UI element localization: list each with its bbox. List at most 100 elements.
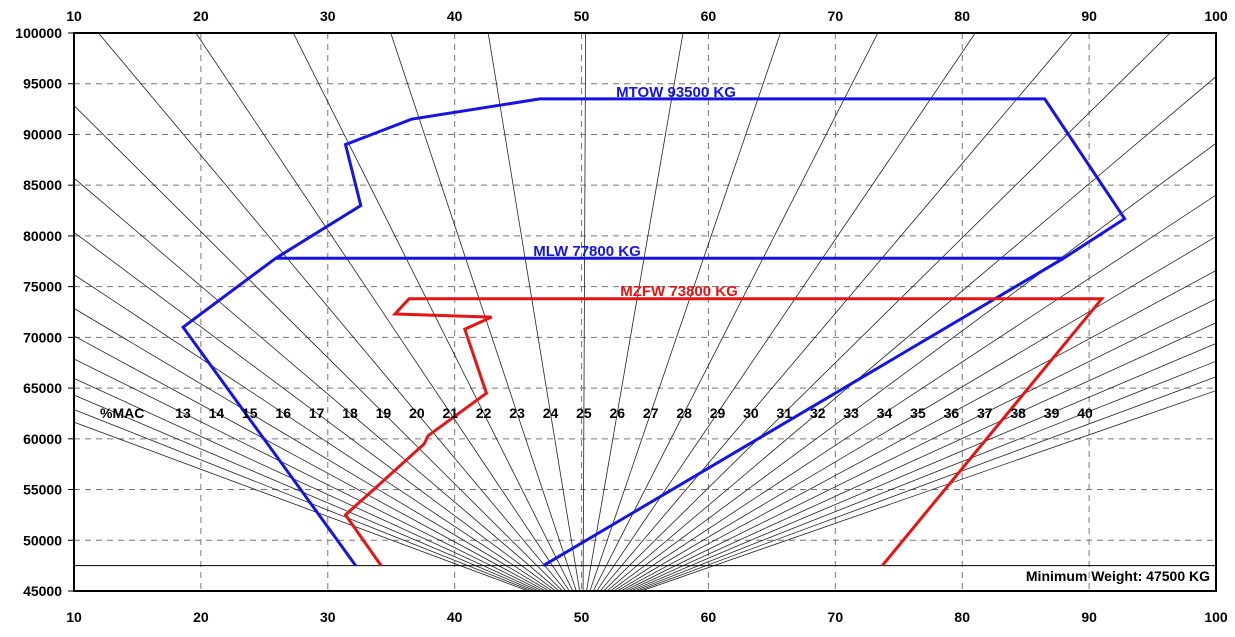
x-tick-label-top: 10 — [66, 8, 82, 24]
y-tick-label: 45000 — [23, 583, 62, 599]
mac-line — [74, 104, 564, 591]
mac-value-label: 36 — [944, 405, 960, 421]
x-tick-label-bottom: 50 — [574, 609, 590, 625]
mac-value-label: 29 — [710, 405, 726, 421]
mac-value-label: 23 — [509, 405, 525, 421]
mac-value-label: 24 — [543, 405, 559, 421]
mac-value-label: 17 — [309, 405, 325, 421]
mac-line — [592, 33, 879, 591]
y-tick-label: 55000 — [23, 482, 62, 498]
y-tick-label: 95000 — [23, 76, 62, 92]
x-tick-label-top: 40 — [447, 8, 463, 24]
x-tick-label-bottom: 70 — [828, 609, 844, 625]
mac-line — [626, 322, 1216, 591]
mac-value-label: 26 — [610, 405, 626, 421]
mac-line — [74, 335, 547, 591]
mac-line — [613, 194, 1216, 591]
mac-value-label: 28 — [676, 405, 692, 421]
mac-line — [606, 76, 1216, 591]
x-tick-label-top: 100 — [1204, 8, 1228, 24]
mac-line — [74, 421, 530, 591]
mac-value-label: 34 — [877, 405, 893, 421]
y-tick-label: 80000 — [23, 228, 62, 244]
series-layer — [74, 97, 1216, 567]
mac-value-label: 32 — [810, 405, 826, 421]
mac-line — [97, 33, 567, 591]
x-tick-label-top: 20 — [193, 8, 209, 24]
mac-line — [582, 33, 586, 591]
mac-line — [74, 409, 533, 591]
x-tick-label-bottom: 30 — [320, 609, 336, 625]
mac-line — [616, 236, 1216, 591]
x-tick-label-top: 70 — [828, 8, 844, 24]
mac-line — [487, 33, 581, 591]
mac-value-label: 14 — [209, 405, 225, 421]
mac-line — [633, 360, 1216, 591]
x-tick-label-top: 50 — [574, 8, 590, 24]
mac-value-label: 35 — [910, 405, 926, 421]
mac-value-label: 22 — [476, 405, 492, 421]
mac-value-label: 13 — [175, 405, 191, 421]
mac-value-label: 39 — [1044, 405, 1060, 421]
mac-line — [599, 33, 1074, 591]
mac-line — [596, 33, 976, 591]
mac-value-label: 20 — [409, 405, 425, 421]
mac-line — [609, 142, 1216, 591]
mac-line — [629, 342, 1216, 591]
mac-line — [390, 33, 577, 591]
y-tick-label: 65000 — [23, 380, 62, 396]
mac-line — [74, 274, 554, 591]
mac-value-label: 40 — [1077, 405, 1093, 421]
mac-value-label: 19 — [376, 405, 392, 421]
x-tick-label-top: 60 — [701, 8, 717, 24]
y-tick-label: 85000 — [23, 177, 62, 193]
y-tick-label: 90000 — [23, 126, 62, 142]
mac-line — [639, 390, 1216, 591]
mac-line — [586, 33, 684, 591]
mac-value-label: 27 — [643, 405, 659, 421]
x-tick-label-bottom: 60 — [701, 609, 717, 625]
x-tick-label-bottom: 20 — [193, 609, 209, 625]
mac-line — [74, 377, 540, 591]
mac-value-label: 38 — [1010, 405, 1026, 421]
mac-line — [195, 33, 570, 591]
series-label-mzfw: MZFW 73800 KG — [620, 283, 738, 300]
mac-line — [74, 307, 550, 591]
series-label-mlw: MLW 77800 KG — [533, 243, 641, 260]
x-tick-label-top: 90 — [1081, 8, 1097, 24]
mac-line — [623, 298, 1216, 591]
axis-ticks: 10 10 20 20 30 30 40 40 50 50 60 60 70 70 80 80 90 90 100 1… — [15, 8, 1228, 625]
mac-value-label: 16 — [275, 405, 291, 421]
mac-line — [636, 376, 1216, 591]
x-tick-label-bottom: 100 — [1204, 609, 1228, 625]
y-tick-label: 60000 — [23, 431, 62, 447]
mac-lines — [74, 33, 1216, 591]
x-tick-label-bottom: 10 — [66, 609, 82, 625]
mac-line — [74, 394, 537, 591]
mac-value-label: 25 — [576, 405, 592, 421]
min-weight-label: Minimum Weight: 47500 KG — [1026, 568, 1210, 584]
y-tick-label: 50000 — [23, 532, 62, 548]
x-tick-label-top: 30 — [320, 8, 336, 24]
mac-line — [74, 231, 557, 591]
x-tick-label-bottom: 90 — [1081, 609, 1097, 625]
plot-area-frame — [73, 32, 1217, 592]
series-line-mzfw — [343, 297, 1105, 567]
mac-line — [589, 33, 781, 591]
mac-value-label: 31 — [777, 405, 793, 421]
x-tick-label-bottom: 80 — [954, 609, 970, 625]
y-tick-label: 75000 — [23, 279, 62, 295]
mac-line — [619, 270, 1216, 591]
mac-value-label: 15 — [242, 405, 258, 421]
mac-row-label: %MAC — [100, 405, 144, 421]
mac-value-label: 37 — [977, 405, 993, 421]
mac-value-label: 21 — [442, 405, 458, 421]
mac-line — [74, 177, 560, 591]
y-tick-label: 100000 — [15, 25, 62, 41]
mac-value-label: 30 — [743, 405, 759, 421]
series-line-mtow — [181, 97, 1127, 567]
label-layer: %MAC 13 14 15 16 17 18 19 20 21 22 23 24 25 26 27 28 29 30… — [100, 84, 1210, 584]
mac-value-label: 18 — [342, 405, 358, 421]
